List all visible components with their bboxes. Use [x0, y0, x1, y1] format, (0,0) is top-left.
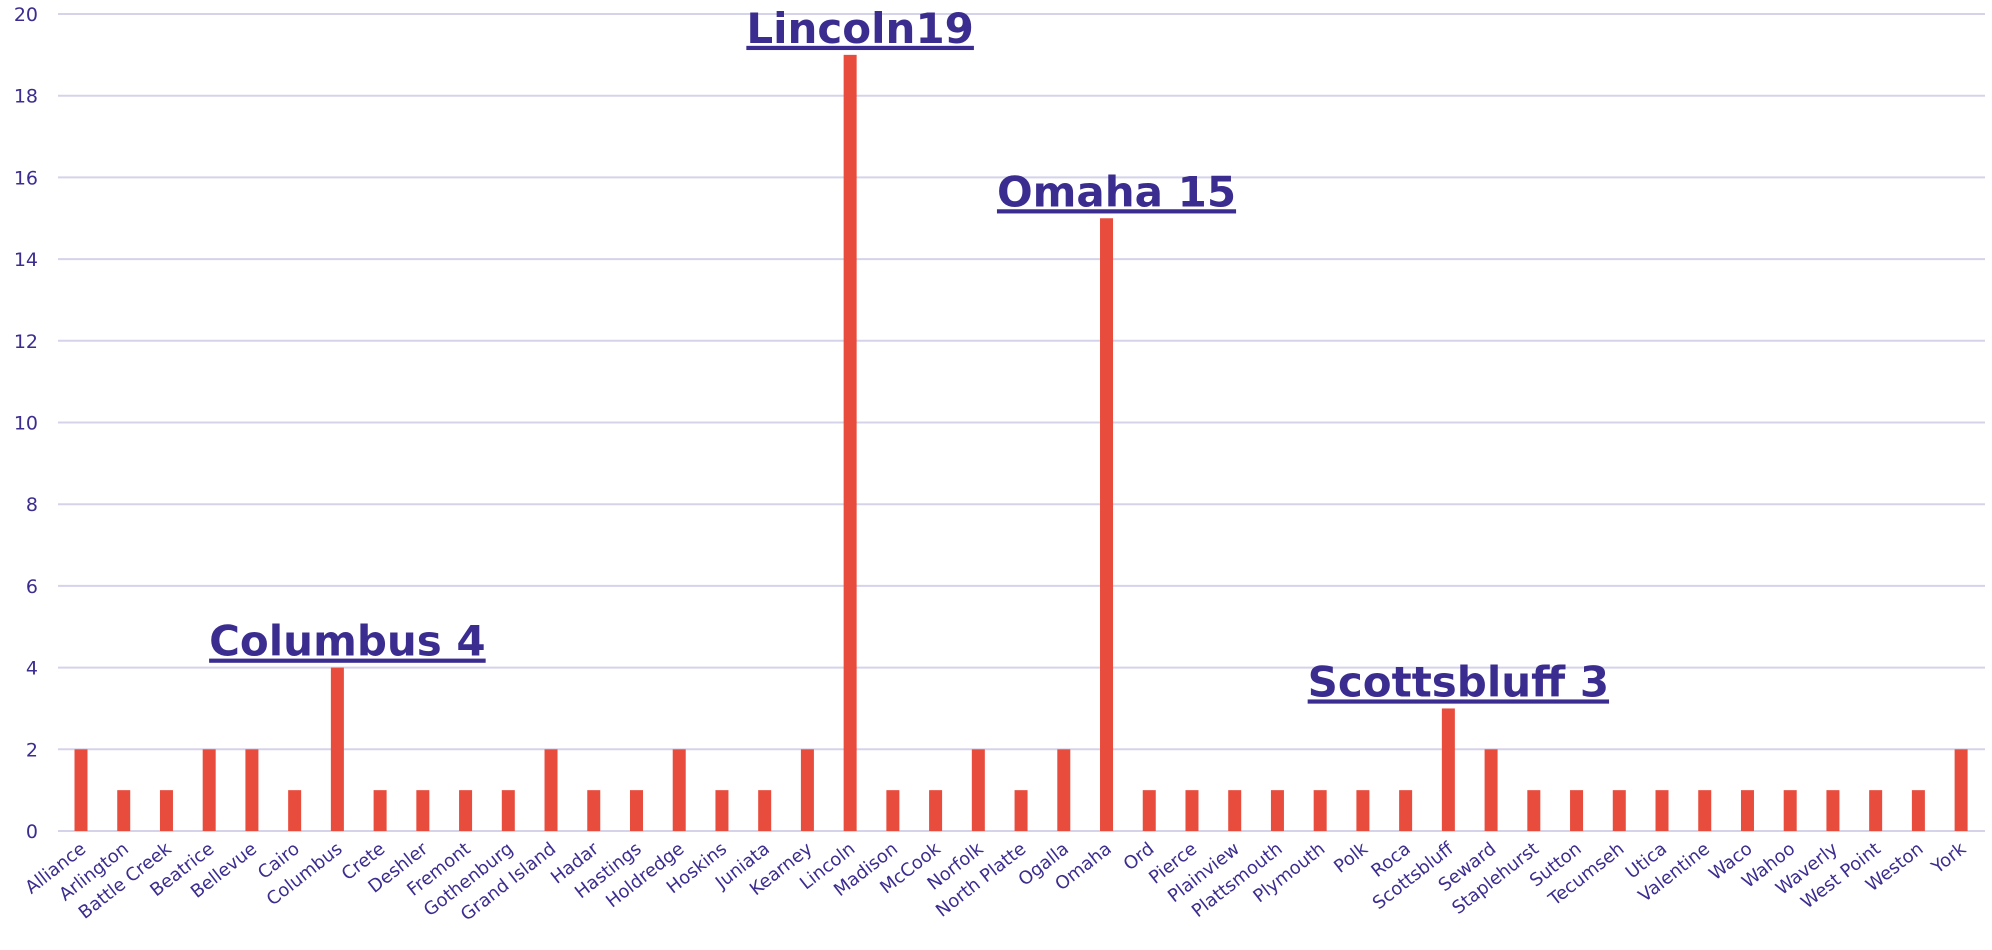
- bar-plattsmouth: [1270, 790, 1284, 831]
- bar-hoskins: [715, 790, 729, 831]
- bar-crete: [373, 790, 387, 831]
- x-tick-label: York: [1927, 838, 1971, 879]
- y-tick-label: 18: [14, 86, 38, 108]
- y-tick-label: 0: [26, 821, 38, 843]
- bar-plymouth: [1313, 790, 1327, 831]
- bar-weston: [1911, 790, 1925, 831]
- bar-beatrice: [202, 749, 216, 831]
- y-tick-label: 6: [26, 576, 38, 598]
- bar-deshler: [416, 790, 430, 831]
- bar-fremont: [459, 790, 473, 831]
- bar-plainview: [1228, 790, 1242, 831]
- bar-madison: [886, 790, 900, 831]
- annotations: Columbus 4 Lincoln19 Omaha 15 Scottsbluff 3: [209, 4, 1609, 707]
- bar-sutton: [1570, 790, 1584, 831]
- bar-hastings: [629, 790, 643, 831]
- bar-omaha: [1100, 218, 1114, 831]
- bar-scottsbluff: [1441, 708, 1455, 831]
- bar-cairo: [288, 790, 302, 831]
- y-tick-label: 4: [26, 658, 38, 680]
- bar-polk: [1356, 790, 1370, 831]
- annotation-scottsbluff: Scottsbluff 3: [1308, 657, 1609, 706]
- bar-columbus: [330, 667, 344, 831]
- y-tick-label: 14: [14, 249, 38, 271]
- bar-west-point: [1869, 790, 1883, 831]
- bars: [74, 54, 1968, 832]
- bar-ord: [1142, 790, 1156, 831]
- bar-arlington: [117, 790, 131, 831]
- gridlines: [58, 13, 1985, 832]
- bar-battle-creek: [159, 790, 173, 831]
- bar-kearney: [800, 749, 814, 831]
- bar-wahoo: [1783, 790, 1797, 831]
- bar-norfolk: [971, 749, 985, 831]
- bar-waco: [1740, 790, 1754, 831]
- bar-north-platte: [1014, 790, 1028, 831]
- x-tick-label: Polk: [1330, 838, 1372, 877]
- bar-juniata: [758, 790, 772, 831]
- bar-grand-island: [544, 749, 558, 831]
- bar-seward: [1484, 749, 1498, 831]
- annotation-columbus: Columbus 4: [209, 617, 486, 666]
- y-tick-label: 12: [14, 331, 38, 353]
- bar-mccook: [929, 790, 943, 831]
- bar-utica: [1655, 790, 1669, 831]
- bar-lincoln: [843, 54, 857, 832]
- bar-hadar: [587, 790, 601, 831]
- y-tick-label: 16: [14, 167, 38, 189]
- bar-waverly: [1826, 790, 1840, 831]
- bar-valentine: [1698, 790, 1712, 831]
- y-tick-label: 10: [14, 413, 38, 435]
- bar-alliance: [74, 749, 88, 831]
- y-tick-label: 20: [14, 4, 38, 26]
- bar-holdredge: [672, 749, 686, 831]
- bar-tecumseh: [1612, 790, 1626, 831]
- bar-ogalla: [1057, 749, 1071, 831]
- annotation-lincoln: Lincoln19: [746, 4, 974, 53]
- bar-york: [1954, 749, 1968, 831]
- bar-staplehurst: [1527, 790, 1541, 831]
- bar-gothenburg: [501, 790, 515, 831]
- annotation-omaha: Omaha 15: [997, 167, 1236, 216]
- bar-roca: [1399, 790, 1413, 831]
- bar-bellevue: [245, 749, 259, 831]
- bar-pierce: [1185, 790, 1199, 831]
- y-axis-tick-labels: 0 2 4 6 8 10 12 14 16 18 20: [14, 4, 38, 843]
- y-tick-label: 2: [26, 739, 38, 761]
- y-tick-label: 8: [26, 494, 38, 516]
